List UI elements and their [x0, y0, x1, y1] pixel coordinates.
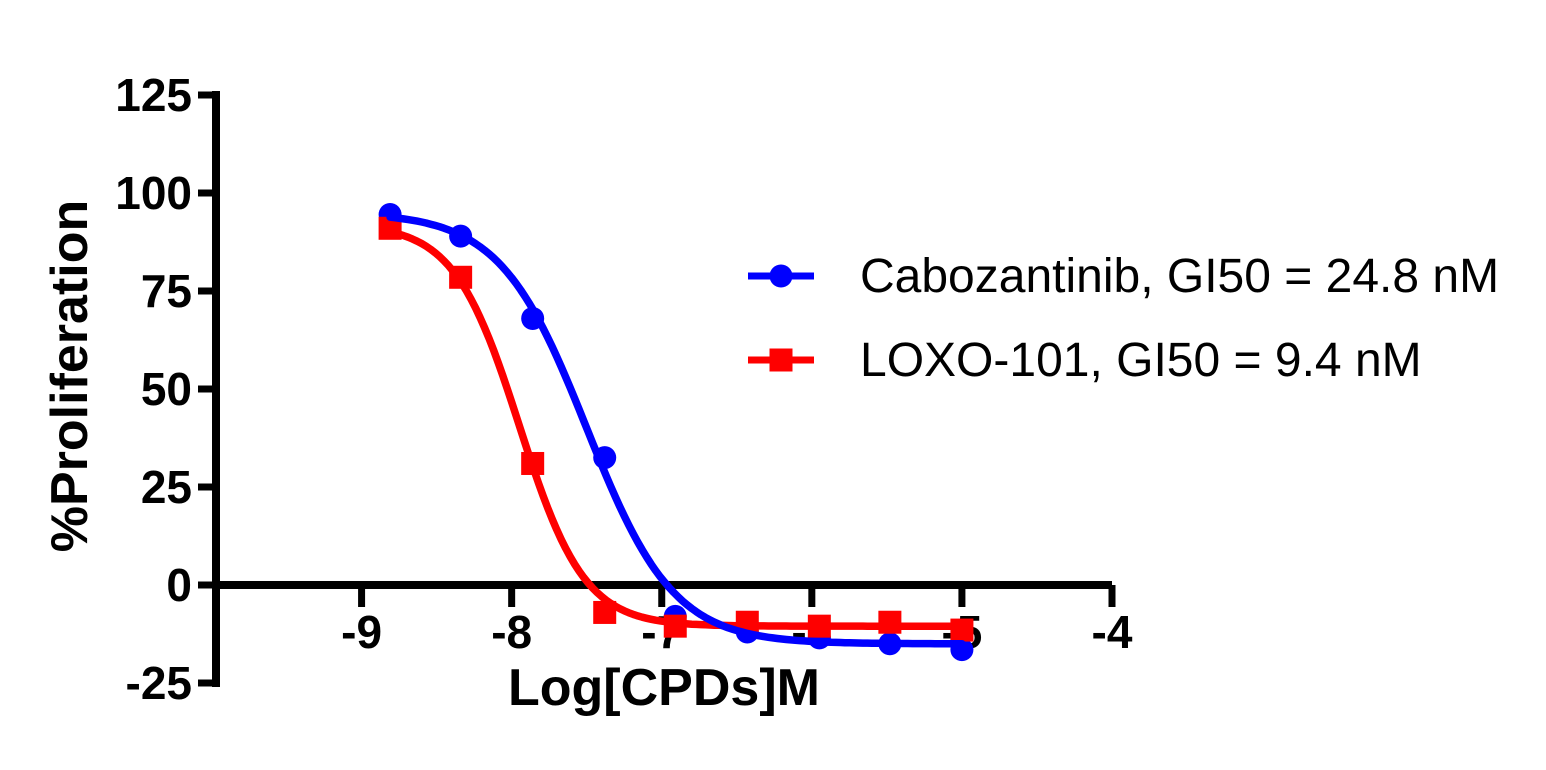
cabozantinib-legend-circle — [769, 264, 793, 288]
y-tick-label-6: -25 — [126, 657, 192, 709]
y-tick-label-4: 25 — [141, 461, 192, 513]
legend-item-loxo-101: LOXO-101, GI50 = 9.4 nM — [746, 332, 1422, 388]
cabozantinib-legend-marker-icon — [748, 264, 814, 288]
loxo-101-fit-curve — [386, 228, 966, 630]
legend-item-cabozantinib: Cabozantinib, GI50 = 24.8 nM — [746, 248, 1499, 304]
y-tick-label-0: 125 — [115, 69, 192, 121]
loxo-101-point-7 — [878, 610, 902, 634]
x-tick-label-5: -4 — [1092, 606, 1133, 658]
loxo-101-legend-square — [769, 348, 793, 372]
y-tick-label-2: 75 — [141, 265, 192, 317]
legend-label-cabozantinib: Cabozantinib, GI50 = 24.8 nM — [860, 249, 1500, 303]
loxo-101-legend-marker-icon — [748, 348, 814, 372]
cabozantinib-fit-curve — [386, 213, 966, 648]
y-tick-label-3: 50 — [141, 363, 192, 415]
y-tick-label-5: 0 — [166, 559, 192, 611]
loxo-101-point-8 — [950, 618, 974, 642]
x-tick-label-0: -9 — [341, 606, 382, 658]
x-tick-label-1: -8 — [491, 606, 532, 658]
y-axis-title: %Proliferation — [41, 199, 99, 553]
x-axis-title: Log[CPDs]M — [508, 659, 820, 717]
y-tick-label-1: 100 — [115, 167, 192, 219]
legend-label-loxo-101: LOXO-101, GI50 = 9.4 nM — [860, 333, 1422, 387]
